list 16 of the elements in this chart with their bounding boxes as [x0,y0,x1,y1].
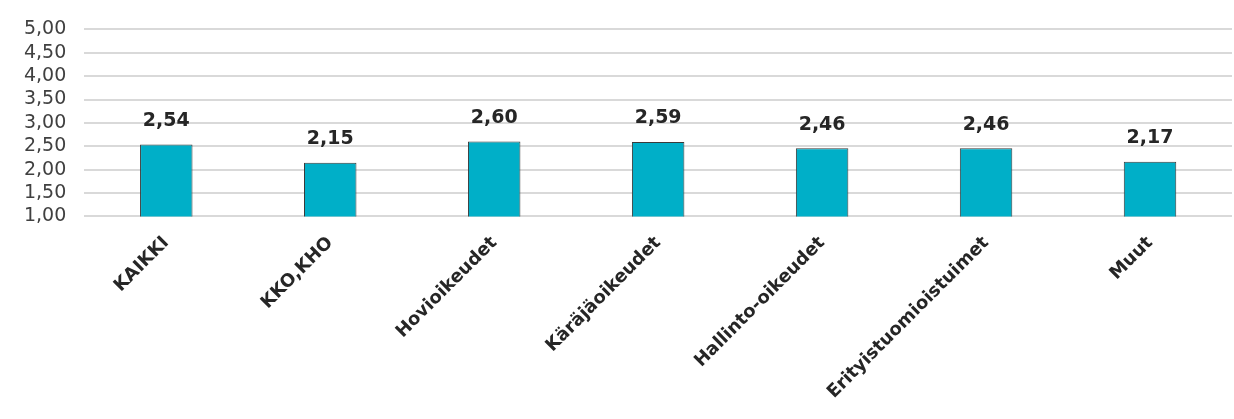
y-tick-label: 1,00 [23,203,67,226]
data-label: 2,46 [962,111,1010,134]
data-label: 2,54 [142,107,190,130]
data-label: 2,15 [306,126,354,149]
y-tick-label: 3,00 [23,109,67,132]
y-tick-label: 5,00 [23,16,67,39]
y-tick-label: 4,50 [23,39,67,62]
data-label: 2,17 [1126,125,1174,148]
y-tick-label: 4,00 [23,63,67,86]
y-tick-label: 3,50 [23,86,67,109]
y-tick-label: 2,50 [23,133,67,156]
data-label: 2,46 [798,111,846,134]
data-label: 2,59 [634,105,682,128]
data-label: 2,60 [470,105,518,128]
y-tick-label: 1,50 [23,179,67,202]
y-tick-label: 2,00 [23,156,67,179]
